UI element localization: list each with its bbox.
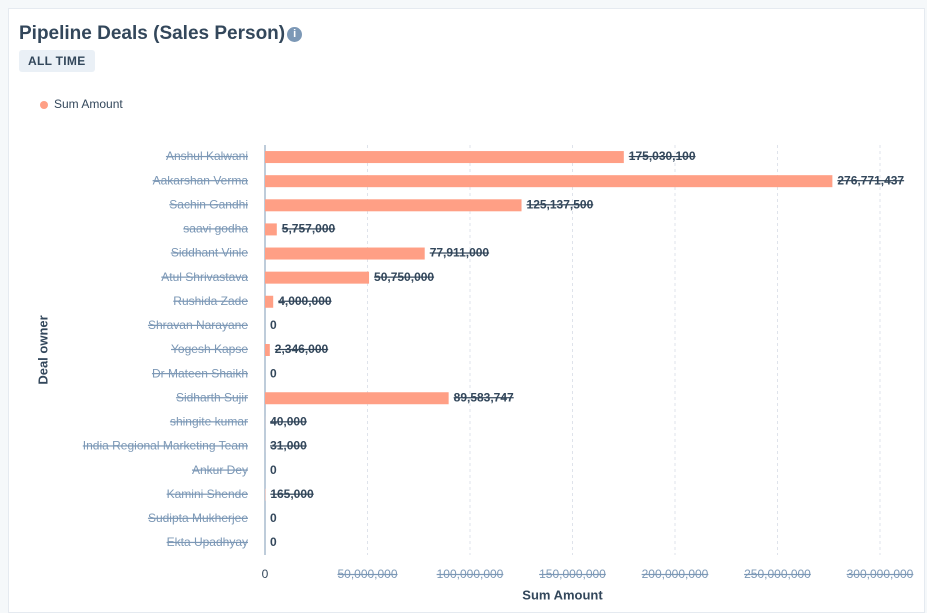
card: Pipeline Deals (Sales Person) i ALL TIME xyxy=(8,8,925,613)
legend-swatch xyxy=(40,101,48,109)
x-tick-label: 250,000,000 xyxy=(744,567,811,581)
y-tick-label: Atul Shrivastava xyxy=(161,270,248,284)
y-tick-label: Ankur Dey xyxy=(192,463,248,477)
x-tick-label: 300,000,000 xyxy=(847,567,914,581)
y-tick-label: Shravan Narayane xyxy=(148,318,248,332)
data-label: 0 xyxy=(270,366,277,380)
x-tick-label: 0 xyxy=(262,567,269,581)
bar xyxy=(265,247,425,260)
legend-label: Sum Amount xyxy=(54,97,123,111)
data-label: 0 xyxy=(270,318,277,332)
info-icon[interactable]: i xyxy=(287,27,303,42)
y-tick-label: Kamini Shende xyxy=(167,487,249,501)
data-label: 165,000 xyxy=(270,487,314,501)
bar xyxy=(265,223,277,236)
x-tick-label: 150,000,000 xyxy=(539,567,606,581)
data-label: 175,030,100 xyxy=(629,149,696,163)
data-label: 0 xyxy=(270,463,277,477)
y-tick-label: Sachin Gandhi xyxy=(169,197,248,211)
y-tick-label: shingite kumar xyxy=(170,415,248,429)
y-tick-label: Ekta Upadhyay xyxy=(167,535,248,549)
y-tick-label: Sudipta Mukherjee xyxy=(148,511,248,525)
data-label: 2,346,000 xyxy=(275,342,329,356)
data-label: 31,000 xyxy=(270,439,307,453)
badge[interactable]: ALL TIME xyxy=(19,50,95,72)
bar xyxy=(265,271,370,284)
data-label: 0 xyxy=(270,535,277,549)
x-axis-label: Sum Amount xyxy=(522,587,603,602)
bar xyxy=(265,199,522,212)
y-tick-label: Anshul Kalwani xyxy=(166,149,248,163)
bar xyxy=(265,151,624,164)
title: Pipeline Deals (Sales Person) i xyxy=(19,23,303,45)
y-tick-label: Dr Mateen Shaikh xyxy=(152,366,248,380)
data-label: 276,771,437 xyxy=(837,173,904,187)
y-tick-label: India Regional Marketing Team xyxy=(83,439,248,453)
data-label: 4,000,000 xyxy=(278,294,332,308)
bar xyxy=(265,175,833,188)
bar xyxy=(265,392,449,405)
data-label: 40,000 xyxy=(270,415,307,429)
data-label: 125,137,500 xyxy=(527,197,594,211)
y-tick-label: Sidharth Sujir xyxy=(176,390,248,404)
data-label: 77,911,000 xyxy=(430,246,490,260)
y-tick-label: Aakarshan Verma xyxy=(153,173,249,187)
bar xyxy=(265,295,274,308)
title-text: Pipeline Deals (Sales Person) xyxy=(19,23,286,44)
data-label: 89,583,747 xyxy=(454,390,514,404)
y-axis-label: Deal owner xyxy=(35,315,50,384)
x-tick-label: 200,000,000 xyxy=(642,567,709,581)
x-tick-label: 50,000,000 xyxy=(337,567,397,581)
x-tick-label: 100,000,000 xyxy=(437,567,504,581)
y-tick-label: saavi godha xyxy=(183,222,248,236)
y-tick-label: Siddhant Vinle xyxy=(171,246,249,260)
y-tick-label: Yogesh Kapse xyxy=(171,342,248,356)
data-label: 5,757,000 xyxy=(282,222,336,236)
data-label: 0 xyxy=(270,511,277,525)
y-tick-label: Rushida Zade xyxy=(173,294,248,308)
data-label: 50,750,000 xyxy=(374,270,434,284)
bar xyxy=(265,344,270,356)
